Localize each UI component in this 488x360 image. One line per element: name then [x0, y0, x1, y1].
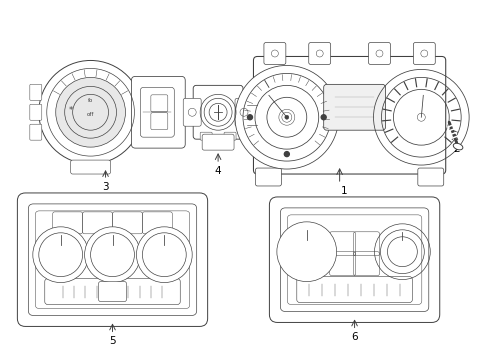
FancyBboxPatch shape	[368, 42, 389, 64]
Circle shape	[289, 235, 323, 269]
FancyBboxPatch shape	[18, 193, 207, 327]
FancyBboxPatch shape	[235, 98, 252, 126]
Circle shape	[284, 152, 289, 157]
FancyBboxPatch shape	[224, 132, 236, 140]
FancyBboxPatch shape	[200, 132, 212, 140]
Text: 1: 1	[341, 186, 347, 196]
Circle shape	[39, 60, 142, 164]
FancyBboxPatch shape	[30, 124, 41, 140]
Circle shape	[33, 227, 88, 283]
Text: 2: 2	[453, 144, 459, 154]
Text: 5: 5	[109, 336, 116, 346]
Circle shape	[84, 227, 140, 283]
FancyBboxPatch shape	[183, 98, 201, 126]
FancyBboxPatch shape	[131, 76, 185, 148]
FancyBboxPatch shape	[99, 282, 126, 302]
FancyBboxPatch shape	[71, 160, 110, 174]
FancyBboxPatch shape	[30, 84, 41, 100]
Circle shape	[247, 115, 252, 120]
Circle shape	[136, 227, 192, 283]
Text: 4: 4	[214, 166, 221, 176]
Circle shape	[90, 233, 134, 276]
FancyBboxPatch shape	[202, 134, 234, 150]
Circle shape	[46, 240, 76, 270]
FancyBboxPatch shape	[417, 168, 443, 186]
Text: fo: fo	[88, 98, 93, 103]
Text: 6: 6	[350, 332, 357, 342]
FancyBboxPatch shape	[255, 168, 281, 186]
Circle shape	[282, 228, 330, 276]
FancyBboxPatch shape	[269, 197, 439, 323]
FancyBboxPatch shape	[253, 57, 445, 174]
Circle shape	[149, 240, 179, 270]
Circle shape	[235, 66, 338, 169]
Circle shape	[285, 115, 288, 119]
Circle shape	[276, 222, 336, 282]
Ellipse shape	[452, 143, 462, 150]
Text: *: *	[68, 106, 73, 115]
Circle shape	[56, 77, 125, 147]
Circle shape	[39, 233, 82, 276]
Text: off: off	[87, 112, 94, 117]
Text: 3: 3	[102, 182, 109, 192]
FancyBboxPatch shape	[30, 104, 41, 120]
Circle shape	[98, 240, 127, 270]
FancyBboxPatch shape	[323, 84, 385, 130]
FancyBboxPatch shape	[412, 42, 434, 64]
Circle shape	[142, 233, 186, 276]
FancyBboxPatch shape	[308, 42, 330, 64]
FancyBboxPatch shape	[264, 42, 285, 64]
FancyBboxPatch shape	[193, 85, 243, 139]
Circle shape	[321, 115, 325, 120]
